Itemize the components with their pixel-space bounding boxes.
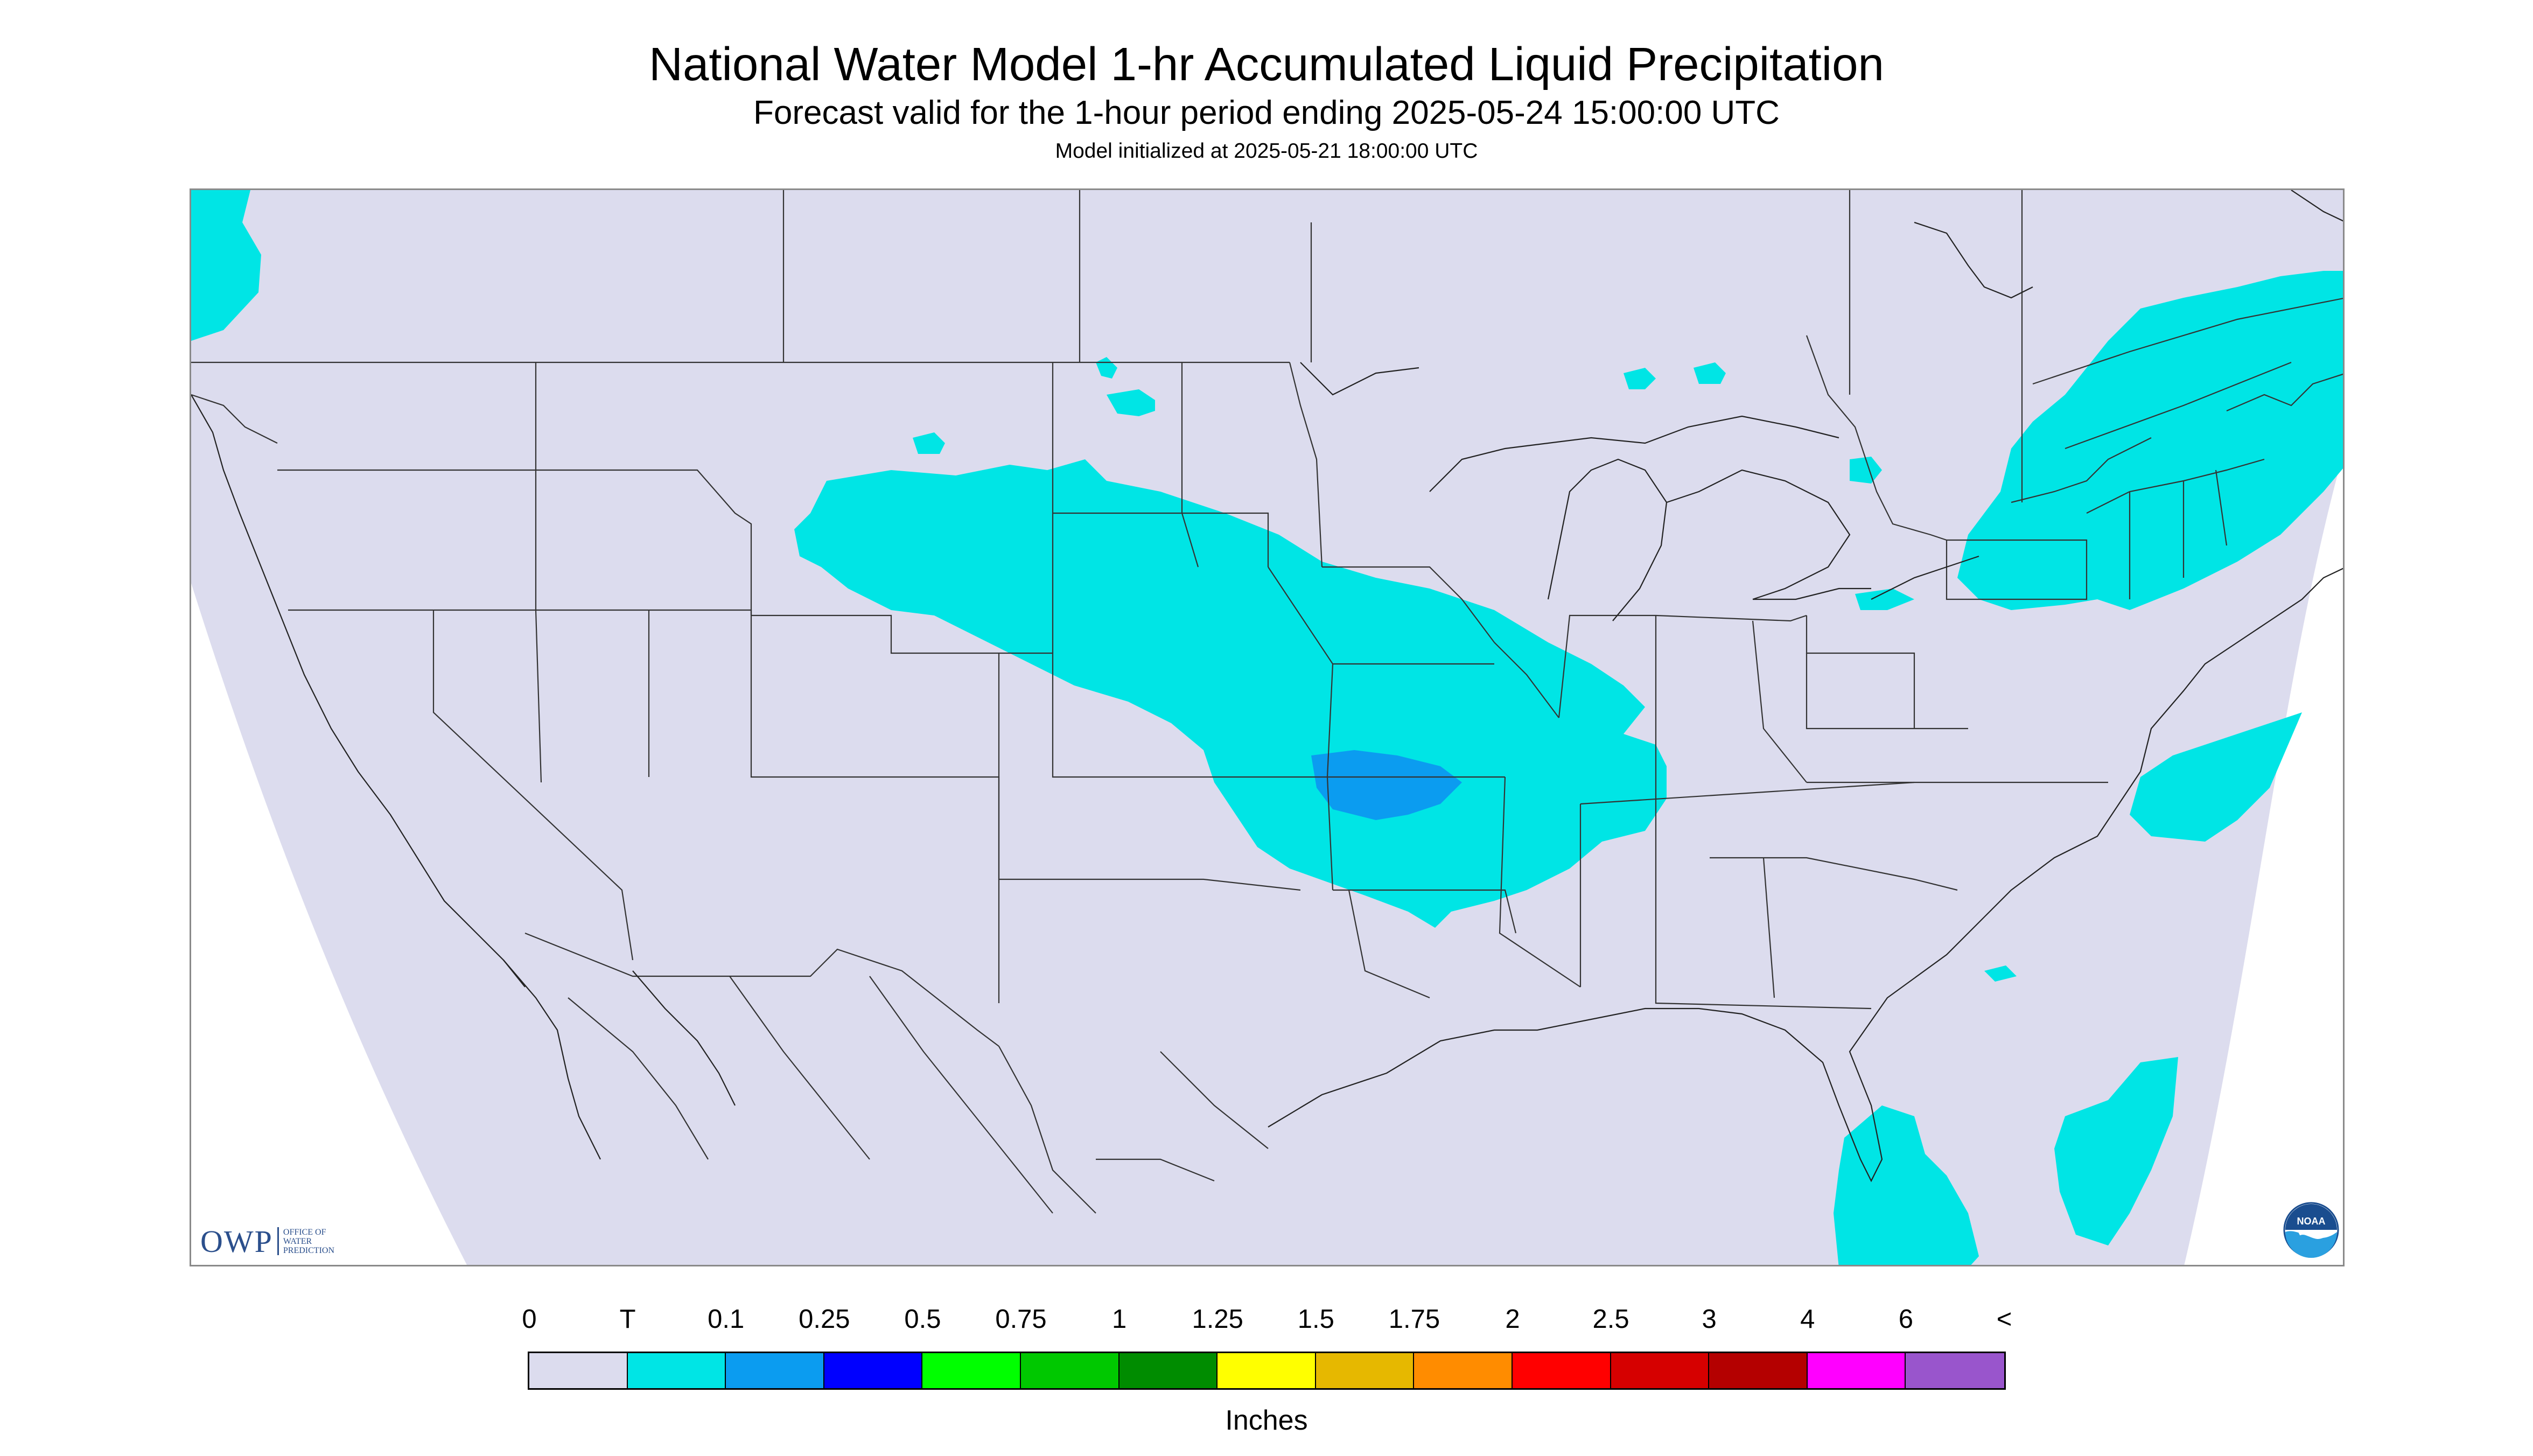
- legend-tick-label: 2: [1505, 1305, 1520, 1334]
- legend-tick-label: 0.75: [995, 1305, 1047, 1334]
- owp-logo: OWP Office of Water Prediction: [200, 1223, 348, 1259]
- quebec-cell: [1850, 457, 1882, 484]
- legend-swatch: [1217, 1353, 1316, 1388]
- map-subtitle: Forecast valid for the 1-hour period end…: [753, 94, 1780, 131]
- montana-cell: [913, 432, 945, 454]
- precipitation-map[interactable]: [190, 188, 2345, 1266]
- model-init-time: Model initialized at 2025-05-21 18:00:00…: [1055, 139, 1478, 163]
- legend-tick-label: 1: [1111, 1305, 1127, 1334]
- coastlines: [191, 190, 2343, 1182]
- map-canvas: [191, 190, 2343, 1265]
- legend-tick-label: 3: [1702, 1305, 1717, 1334]
- owp-logo-words: Office of Water Prediction: [283, 1227, 334, 1255]
- legend-swatch: [922, 1353, 1021, 1388]
- legend-tick-label: 2.5: [1592, 1305, 1629, 1334]
- political-boundaries: [191, 190, 2343, 1214]
- legend-swatch: [1316, 1353, 1415, 1388]
- legend-swatch: [1020, 1353, 1119, 1388]
- legend-unit: Inches: [1225, 1405, 1308, 1436]
- plains-precip-band: [794, 459, 1667, 928]
- gulf-stream-cell: [1984, 965, 2017, 982]
- legend-swatch: [1119, 1353, 1218, 1388]
- trace-precip-areas: [191, 190, 2343, 1265]
- legend-color-bar: [528, 1352, 2006, 1390]
- oklahoma-heavier-precip: [1311, 750, 1462, 820]
- legend-tick-label: 6: [1898, 1305, 1914, 1334]
- noaa-logo-text: NOAA: [2297, 1216, 2326, 1227]
- north-dakota-cell-2: [1107, 389, 1155, 416]
- ontario-cell: [1624, 368, 1656, 389]
- legend-tick-label: 0.5: [904, 1305, 941, 1334]
- legend-tick-label: 4: [1800, 1305, 1815, 1334]
- owp-logo-divider: [277, 1227, 279, 1255]
- bahamas-precip: [2054, 1057, 2178, 1245]
- legend-tick-label: <: [1996, 1305, 2012, 1334]
- legend-tick-label: 0: [522, 1305, 537, 1334]
- legend-tick-label: T: [619, 1305, 636, 1334]
- legend-swatch: [529, 1353, 628, 1388]
- legend-tick-label: 0.1: [708, 1305, 745, 1334]
- legend-swatch: [1709, 1353, 1808, 1388]
- northeast-precip: [1957, 271, 2343, 610]
- legend-labels: 0 T 0.1 0.25 0.5 0.75 1 1.25 1.5 1.75 2 2.5 3 4 6 <: [0, 1292, 2533, 1454]
- owp-logo-letters: OWP: [200, 1223, 273, 1259]
- legend-swatch: [1414, 1353, 1513, 1388]
- legend-swatch: [1906, 1353, 2004, 1388]
- legend-swatch: [1611, 1353, 1710, 1388]
- legend-tick-label: 1.75: [1388, 1305, 1440, 1334]
- legend-swatch: [1512, 1353, 1611, 1388]
- caribbean-precip: [1834, 1105, 1979, 1265]
- legend-swatch: [1807, 1353, 1906, 1388]
- noaa-logo-icon: NOAA: [2283, 1202, 2339, 1258]
- atlantic-offshore-precip: [2130, 712, 2302, 842]
- ontario-cell-2: [1694, 362, 1726, 384]
- legend-swatch: [824, 1353, 923, 1388]
- legend-swatch: [627, 1353, 726, 1388]
- legend-tick-label: 1.5: [1297, 1305, 1334, 1334]
- legend-tick-label: 0.25: [799, 1305, 850, 1334]
- legend-swatch: [726, 1353, 824, 1388]
- pacific-northwest-precip: [191, 190, 261, 341]
- map-title: National Water Model 1-hr Accumulated Li…: [649, 38, 1884, 90]
- montana-cell-2: [923, 481, 950, 497]
- ohio-valley-cell: [1855, 589, 1914, 610]
- legend-tick-label: 1.25: [1192, 1305, 1243, 1334]
